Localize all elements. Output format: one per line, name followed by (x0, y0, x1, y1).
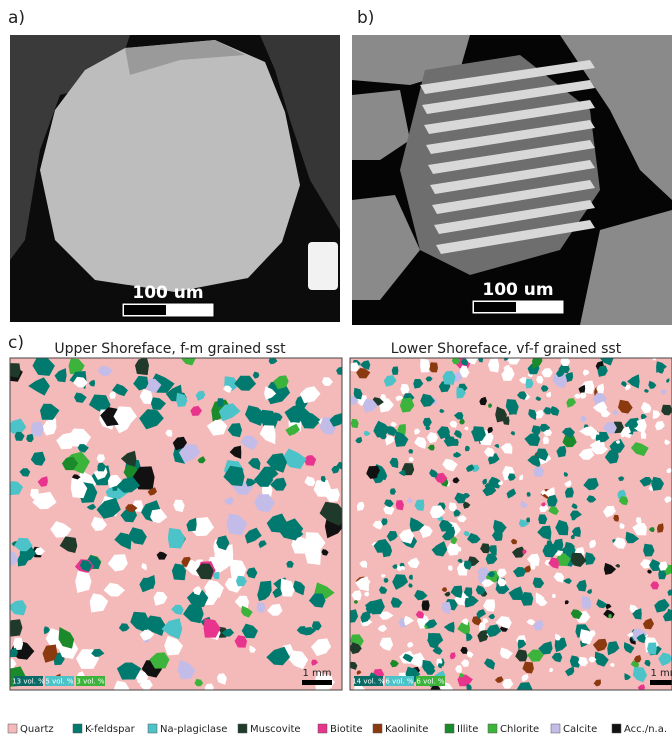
panel-label: b) (357, 8, 374, 28)
scale-label: 1 mm (302, 668, 331, 679)
mineral-map: 14 vol. %6 vol. %6 vol. %1 mm (346, 350, 672, 697)
scale-bar (302, 680, 332, 685)
legend-label: Biotite (330, 724, 363, 735)
page: a) b) c) 100 um 100 um Upper Shoreface, … (0, 0, 672, 736)
legend-swatch (373, 724, 382, 733)
legend-label: Chlorite (500, 724, 539, 735)
scale-label: 100 um (482, 280, 553, 300)
legend-label: Na-plagiclase (160, 724, 227, 735)
legend-label: Illite (457, 724, 478, 735)
grain (31, 422, 44, 437)
legend-swatch (488, 724, 497, 733)
map-title: Upper Shoreface, f-m grained sst (54, 341, 286, 357)
legend-swatch (148, 724, 157, 733)
panel-label: a) (8, 8, 25, 28)
legend-swatch (551, 724, 560, 733)
legend-label: Kaolinite (385, 724, 428, 735)
scale-bar (650, 680, 672, 685)
grain (420, 359, 430, 373)
badge-label: 14 vol. % (352, 678, 385, 686)
legend-swatch (73, 724, 82, 733)
badge-label: 6 vol. % (385, 678, 413, 686)
legend-label: K-feldspar (85, 724, 136, 735)
figure: a) b) c) 100 um 100 um Upper Shoreface, … (0, 0, 672, 736)
legend-swatch (445, 724, 454, 733)
scale-label: 100 um (132, 283, 203, 303)
legend-label: Muscovite (250, 724, 301, 735)
mineral-map: 13 vol. %5 vol. %3 vol. % 1 mm (0, 354, 346, 696)
badge-label: 13 vol. % (12, 678, 45, 686)
panel-label: c) (8, 333, 24, 353)
legend-swatch (612, 724, 621, 733)
legend-swatch (318, 724, 327, 733)
legend-label: Calcite (563, 724, 597, 735)
badge-label: 3 vol. % (76, 678, 104, 686)
micrograph-a (10, 35, 340, 322)
scale-label: 1 mm (650, 668, 672, 679)
badge-label: 5 vol. % (45, 678, 73, 686)
grain (6, 363, 20, 378)
legend-swatch (238, 724, 247, 733)
grain (422, 600, 430, 611)
legend-swatch (8, 724, 17, 733)
badge-label: 6 vol. % (416, 678, 444, 686)
legend-label: Acc./n.a. (624, 724, 667, 735)
legend-label: Quartz (20, 724, 54, 735)
map-title: Lower Shoreface, vf-f grained sst (391, 341, 622, 357)
grain (7, 619, 22, 636)
legend: Quartz K-feldspar Na-plagiclase Muscovite Bi… (8, 724, 667, 735)
